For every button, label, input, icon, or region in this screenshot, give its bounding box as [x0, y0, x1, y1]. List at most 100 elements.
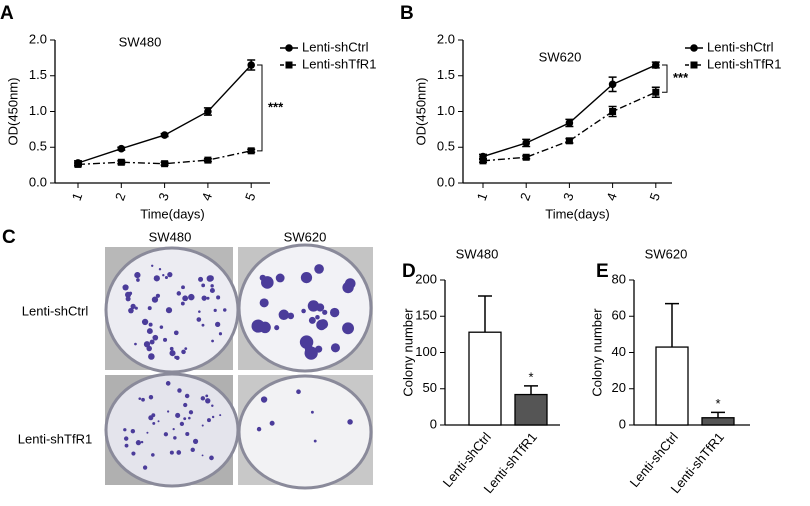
colony — [153, 275, 160, 282]
y-tick-label: 0.0 — [29, 174, 47, 189]
colony — [122, 284, 129, 291]
marker — [161, 160, 169, 168]
colony — [157, 420, 160, 423]
marker — [285, 44, 293, 52]
colony — [185, 431, 190, 437]
colony — [211, 404, 214, 407]
panel-letter: C — [2, 227, 16, 248]
colony — [149, 339, 155, 345]
y-tick-label: 1.5 — [29, 67, 47, 82]
panel-c: C SW480 SW620 Lenti-shCtrl Lenti-shTfR1 — [2, 227, 373, 490]
colony — [256, 426, 262, 432]
bar — [514, 393, 548, 426]
colony — [124, 443, 129, 448]
colony — [146, 328, 153, 335]
colony — [152, 421, 156, 425]
colony — [176, 291, 182, 296]
colony — [188, 293, 195, 301]
colony — [179, 421, 185, 426]
y-tick-label: 100 — [415, 344, 437, 359]
colony — [123, 428, 127, 432]
colony — [141, 318, 149, 326]
colony — [207, 418, 211, 423]
colony — [201, 323, 205, 327]
legend-label: Lenti-shTfR1 — [707, 56, 781, 71]
legend-label: Lenti-shCtrl — [302, 39, 369, 54]
dish — [237, 374, 373, 490]
y-tick-label: 40 — [612, 344, 626, 359]
colony — [165, 307, 173, 314]
colony — [140, 440, 144, 444]
colony — [174, 355, 178, 360]
marker — [522, 139, 530, 147]
panel-letter: D — [402, 261, 416, 282]
colony — [219, 414, 222, 417]
colony — [318, 319, 329, 330]
colony — [180, 301, 185, 306]
colony — [184, 347, 188, 351]
colony — [201, 424, 204, 427]
y-axis-label: OD(450nm) — [5, 78, 20, 146]
y-tick-label: 150 — [415, 308, 437, 323]
colony — [159, 325, 164, 329]
colony — [296, 389, 301, 395]
colony — [130, 428, 136, 434]
colony — [181, 349, 186, 355]
colony — [184, 393, 190, 399]
y-axis-label: OD(450nm) — [413, 78, 428, 146]
error-bar — [711, 411, 725, 418]
x-tick-label: 3 — [155, 191, 172, 203]
colony — [134, 271, 141, 279]
marker — [204, 156, 212, 164]
colony — [315, 303, 325, 312]
marker — [608, 80, 617, 89]
marker — [690, 44, 698, 52]
y-tick-label: 1.0 — [437, 103, 455, 118]
colony — [205, 398, 211, 404]
colony — [260, 396, 268, 403]
colony — [223, 308, 227, 312]
line — [77, 64, 252, 164]
colony — [310, 410, 314, 414]
x-tick-label: 2 — [112, 191, 129, 203]
colony — [315, 314, 320, 320]
colony — [138, 397, 142, 400]
chart-title: SW480 — [456, 246, 499, 261]
colony — [211, 339, 214, 343]
colony — [211, 415, 215, 419]
x-tick-label: 2 — [517, 191, 534, 203]
colony — [125, 296, 131, 302]
colony — [173, 330, 179, 336]
colony — [259, 274, 266, 281]
marker — [522, 153, 530, 161]
colony — [151, 296, 159, 303]
colony — [275, 273, 285, 283]
y-axis-label: Colony number — [589, 308, 604, 397]
legend-label: Lenti-shTfR1 — [302, 56, 376, 71]
colony — [342, 281, 354, 294]
colony — [163, 432, 169, 437]
colony — [173, 436, 177, 440]
colony — [206, 296, 210, 300]
colony — [200, 396, 206, 401]
significance: * — [528, 369, 533, 384]
significance: *** — [268, 99, 284, 114]
marker — [117, 144, 126, 153]
colony — [188, 416, 191, 420]
colony — [278, 309, 290, 321]
chart-title: SW620 — [539, 49, 582, 64]
colony — [176, 450, 182, 455]
colony — [141, 397, 145, 402]
colony — [192, 438, 199, 444]
colony — [251, 319, 265, 333]
colony — [183, 417, 187, 421]
colony — [167, 272, 173, 278]
colony — [151, 413, 156, 418]
colony — [287, 312, 295, 320]
colony — [164, 275, 168, 280]
colony — [215, 321, 221, 327]
colony — [148, 395, 154, 400]
y-tick-label: 0 — [430, 416, 437, 431]
x-tick-label: 4 — [199, 191, 216, 203]
